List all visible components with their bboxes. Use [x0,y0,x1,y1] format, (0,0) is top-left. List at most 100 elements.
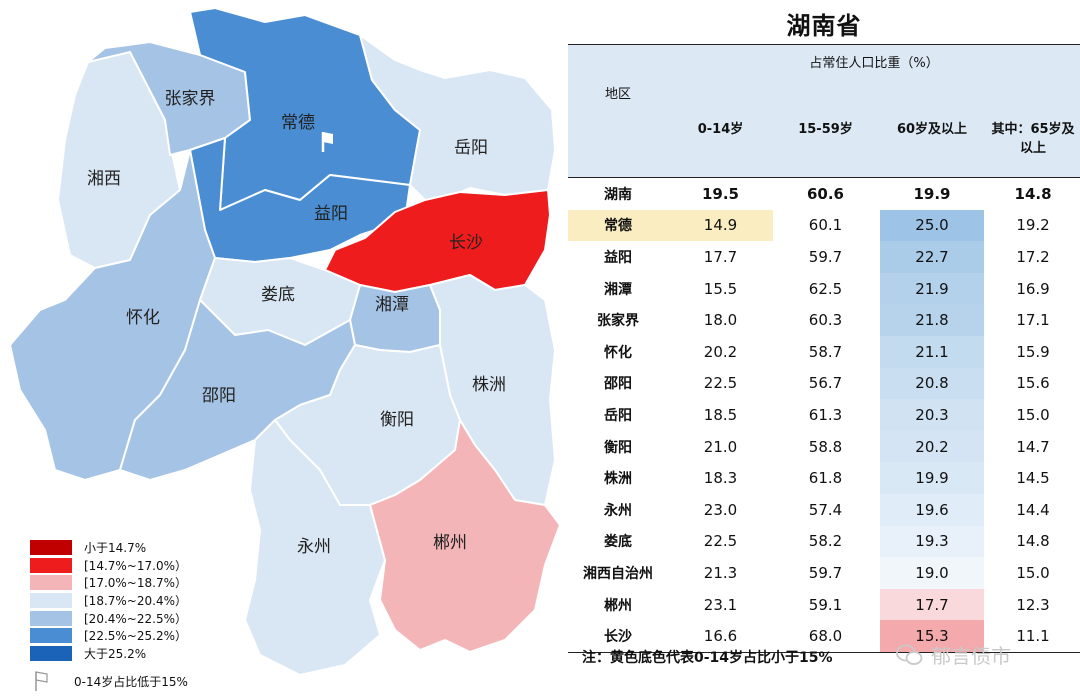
map-label-hengyang: 衡阳 [380,410,414,430]
table-row: 衡阳 21.0 58.8 20.2 14.7 [568,430,1080,463]
legend-swatch [30,593,72,609]
legend-item: 大于25.2% [30,645,187,663]
legend-label: [20.4%~22.5%） [84,611,187,626]
region-cell: 湘潭 [604,281,632,298]
value-15-59: 60.6 [806,184,844,203]
legend-label: 小于14.7% [84,541,147,556]
map-label-changde: 常德 [281,113,315,133]
watermark: 郁言债市 [895,640,1011,669]
legend-swatch [30,557,72,573]
watermark-text: 郁言债市 [931,644,1011,668]
value-heat-fill [880,430,984,463]
value-65-plus: 17.1 [1016,311,1050,330]
changde-flag-icon [321,132,333,152]
chat-bubble-icon [896,644,923,665]
value-heat-fill [880,399,984,431]
region-cell: 邵阳 [604,376,632,393]
value-15-59: 57.4 [808,500,843,519]
value-0-14: 18.3 [703,469,738,488]
value-15-59: 58.7 [808,342,843,361]
value-0-14: 21.0 [703,437,738,456]
region-cell: 娄底 [604,534,632,551]
value-0-14: 22.5 [703,374,738,393]
map-label-yongzhou: 永州 [297,537,331,557]
map-label-loudi: 娄底 [261,285,295,305]
header-65-plus: 其中：65岁及 以上 [986,77,1080,178]
value-text: 21.1 [915,342,949,361]
value-0-14: 15.5 [703,279,738,298]
table-row: 张家界 18.0 60.3 21.8 17.1 [568,304,1080,336]
value-heat-fill [880,493,984,526]
value-15-59: 60.3 [808,311,843,330]
value-0-14: 14.9 [668,209,773,242]
value-0-14: 18.0 [703,311,738,330]
region-cell: 长沙 [568,620,668,653]
legend-swatch [30,575,72,591]
table-title: 湖南省 [786,12,862,40]
map-region-yongzhou [244,419,386,676]
map-label-chenzhou: 郴州 [433,533,467,553]
value-60-plus: 21.8 [878,304,986,336]
map-label-zhuzhou: 株洲 [472,375,506,395]
header-group-label: 占常住人口比重（%） [668,44,1080,77]
region-cell: 株洲 [604,471,632,488]
region-cell: 怀化 [604,344,632,361]
value-heat-fill [880,462,984,494]
region-cell: 常德 [568,209,668,242]
region-cell: 永州 [604,502,632,519]
table-row: 怀化 20.2 58.7 21.1 15.9 [568,335,1080,368]
value-65-plus: 15.0 [1016,563,1050,582]
region-cell: 郴州 [604,597,632,614]
value-60-plus: 21.9 [878,272,986,305]
map-label-huaihua: 怀化 [126,308,160,328]
value-heat-fill [880,178,984,210]
header-0-14: 0-14岁 [668,77,773,178]
value-heat-fill [880,304,984,336]
value-heat-fill [880,209,984,242]
value-65-plus: 14.8 [1016,532,1050,551]
value-text: 15.3 [915,627,949,646]
value-65-plus: 17.2 [1016,247,1050,266]
value-text: 21.9 [915,279,949,298]
region-cell: 湖南 [604,186,632,203]
value-60-plus: 15.3 [878,620,986,653]
value-15-59: 60.1 [808,216,843,235]
legend-label: [22.5%~25.2%） [84,629,187,644]
legend-swatch [30,610,72,626]
legend-label: 大于25.2% [84,646,147,661]
table-row: 湖南 19.5 60.6 19.9 14.8 [568,178,1080,210]
footnote: 注：黄色底色代表0-14岁占比小于15% [582,650,833,666]
map-label-yueyang: 岳阳 [454,138,488,158]
population-table: 占常住人口比重（%） 地区 0-14岁 15-59岁 60岁及以上 其中：65岁… [568,44,1080,653]
map-legend: 小于14.7% [14.7%~17.0%） [17.0%~18.7%） [18.7%~… [30,539,187,662]
value-heat-fill [880,241,984,273]
region-cell: 衡阳 [604,439,632,456]
value-60-plus: 19.0 [878,557,986,589]
flag-icon [35,671,48,691]
value-65-plus: 14.7 [1016,437,1050,456]
value-text: 17.7 [915,595,949,614]
value-heat-fill [880,557,984,589]
map-label-changsha: 长沙 [449,233,483,253]
value-15-59: 58.2 [808,532,843,551]
table-row: 郴州 23.1 59.1 17.7 12.3 [568,588,1080,621]
legend-swatch [30,540,72,556]
table-row: 长沙 16.6 68.0 15.3 11.1 [568,620,1080,653]
value-text: 21.8 [915,311,949,330]
value-text: 25.0 [915,216,949,235]
table-row: 湘西自治州 21.3 59.7 19.0 15.0 [568,557,1080,589]
value-text: 19.6 [915,500,949,519]
legend-label: [18.7%~20.4%） [84,594,187,609]
table-row: 株洲 18.3 61.8 19.9 14.5 [568,462,1080,494]
region-cell: 岳阳 [604,407,632,424]
value-65-plus: 15.6 [1016,374,1050,393]
value-0-14: 21.3 [703,563,738,582]
map-label-xiangtan: 湘潭 [375,295,409,315]
value-65-plus: 11.1 [986,620,1080,653]
value-heat-fill [880,620,984,652]
value-text: 19.9 [913,184,951,203]
value-65-plus: 15.9 [1016,342,1050,361]
value-60-plus: 25.0 [878,209,986,242]
hunan-choropleth-map: 张家界 常德 岳阳 湘西 益阳 长沙 娄底 湘潭 怀化 邵阳 株洲 衡阳 永州 … [9,7,560,676]
legend-item: [14.7%~17.0%） [30,557,187,575]
